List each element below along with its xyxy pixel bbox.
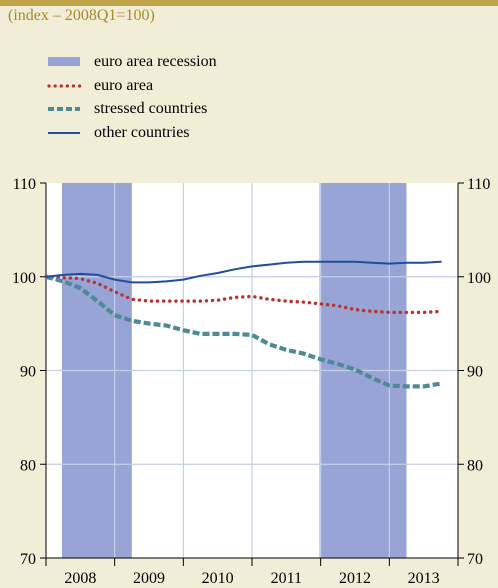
x-tick-label-2010: 2010 <box>202 570 234 587</box>
y-tick-label-right-90: 90 <box>467 364 483 381</box>
legend-label-euro-area: euro area <box>94 76 154 94</box>
x-tick-label-2013: 2013 <box>408 570 440 587</box>
legend-label-stressed: stressed countries <box>94 100 208 117</box>
y-tick-label-left-70: 70 <box>20 551 36 568</box>
y-tick-label-right-70: 70 <box>467 551 483 568</box>
x-tick-label-2012: 2012 <box>339 570 371 587</box>
series-line-stressed-countries <box>45 274 442 389</box>
chart-subtitle: (index – 2008Q1=100) <box>8 7 155 24</box>
series-line-other-countries <box>45 260 442 284</box>
y-tick-label-left-110: 110 <box>13 176 36 193</box>
legend-swatch-euro-area <box>47 83 82 88</box>
y-tick-label-left-90: 90 <box>20 364 36 381</box>
legend-swatch-stressed <box>48 107 80 111</box>
y-tick-label-right-110: 110 <box>467 176 490 193</box>
y-tick-label-left-80: 80 <box>20 457 36 474</box>
legend-label-other: other countries <box>94 123 190 141</box>
legend-swatch-other <box>48 131 80 134</box>
legend-label-recession: euro area recession <box>94 53 217 70</box>
header-rule <box>0 0 498 6</box>
y-tick-label-right-100: 100 <box>467 270 491 287</box>
x-tick-label-2008: 2008 <box>64 570 96 587</box>
y-tick-label-right-80: 80 <box>467 457 483 474</box>
legend-swatch-recession <box>48 57 80 66</box>
y-tick-label-left-100: 100 <box>12 270 36 287</box>
series-line-euro-area <box>44 275 443 315</box>
x-tick-label-2009: 2009 <box>133 570 165 587</box>
x-tick-label-2011: 2011 <box>271 570 302 587</box>
